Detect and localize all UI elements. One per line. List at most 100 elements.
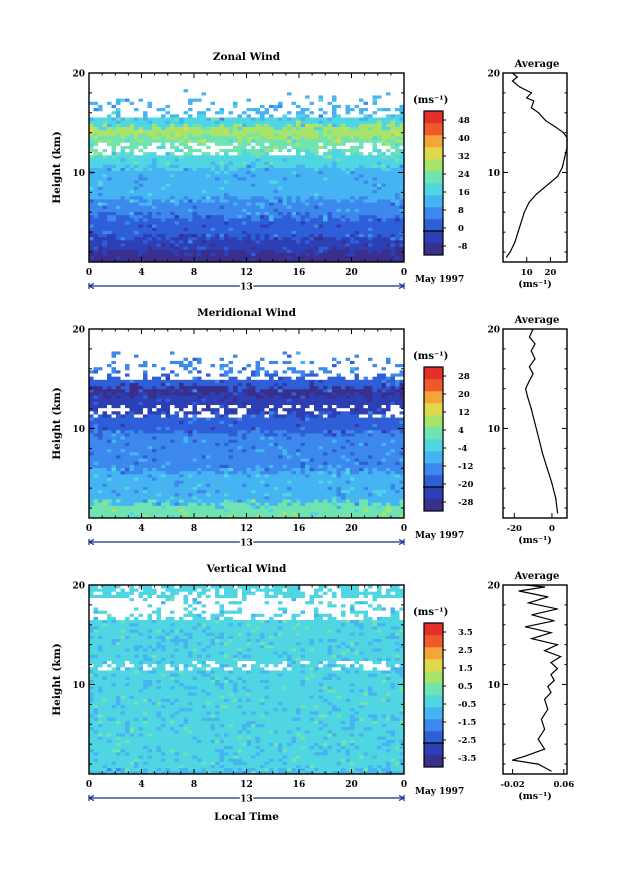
heatmap-cell [201, 151, 207, 156]
heatmap-cell [197, 205, 202, 209]
heatmap-cell [143, 221, 148, 225]
heatmap-cell [269, 180, 274, 184]
heatmap-cell [332, 489, 337, 494]
heatmap-cell [138, 95, 144, 99]
heatmap-cell [233, 508, 238, 513]
heatmap-cell [210, 211, 216, 216]
heatmap-cell [197, 79, 202, 83]
heatmap-cell [161, 73, 166, 77]
heatmap-cell [152, 499, 157, 503]
heatmap-cell [386, 91, 391, 96]
heatmap-cell [381, 230, 387, 235]
heatmap-cell [116, 239, 121, 244]
heatmap-cell [390, 142, 396, 146]
heatmap-cell [350, 76, 355, 80]
heatmap-cell [165, 189, 171, 194]
heatmap-cell [314, 230, 319, 235]
heatmap-cell [147, 145, 153, 149]
heatmap-cell [332, 258, 337, 263]
heatmap-cell [345, 246, 351, 250]
heatmap-cell [165, 173, 171, 178]
heatmap-cell [206, 249, 211, 253]
heatmap-cell [210, 145, 216, 149]
heatmap-cell [188, 239, 193, 244]
heatmap-cell [102, 208, 108, 212]
heatmap-cell [197, 136, 202, 140]
heatmap-cell [201, 173, 207, 178]
heatmap-cell [278, 176, 283, 181]
heatmap-cell [102, 123, 108, 127]
heatmap-cell [291, 195, 297, 200]
heatmap-cell [318, 224, 324, 228]
heatmap-cell [327, 85, 333, 90]
heatmap-cell [237, 129, 243, 134]
heatmap-cell [269, 502, 274, 506]
heatmap-cell [269, 91, 274, 96]
heatmap-cell [381, 249, 387, 253]
heatmap-cell [170, 176, 175, 181]
heatmap-cell [161, 123, 166, 127]
heatmap-cell [242, 221, 247, 225]
heatmap-cell [269, 73, 274, 77]
heatmap-cell [264, 224, 270, 228]
heatmap-cell [318, 161, 324, 165]
profile-point [545, 120, 547, 122]
heatmap-cell [386, 123, 391, 127]
heatmap-cell [197, 514, 202, 519]
heatmap-cell [179, 126, 184, 131]
heatmap-cell [381, 82, 387, 86]
heatmap-cell [377, 199, 382, 203]
heatmap-cell [197, 211, 202, 216]
heatmap-cell [192, 195, 198, 200]
heatmap-cell [228, 91, 234, 96]
heatmap-cell [102, 113, 108, 118]
heatmap-cell [273, 123, 279, 127]
heatmap-cell [395, 502, 400, 506]
heatmap-cell [233, 505, 238, 509]
heatmap-cell [354, 495, 360, 500]
heatmap-cell [251, 505, 256, 509]
heatmap-cell [318, 73, 324, 77]
heatmap-cell [291, 249, 297, 253]
heatmap-cell [111, 249, 117, 253]
heatmap-cell [102, 117, 108, 121]
heatmap-cell [363, 236, 369, 241]
heatmap-cell [228, 208, 234, 212]
heatmap-cell [354, 221, 360, 225]
heatmap-cell [107, 230, 112, 235]
heatmap-cell [237, 514, 243, 519]
heatmap-cell [219, 186, 225, 190]
heatmap-cell [341, 183, 346, 187]
heatmap-cell [377, 239, 382, 244]
heatmap-cell [224, 170, 229, 175]
heatmap-cell [287, 113, 292, 118]
heatmap-cell [215, 139, 220, 143]
heatmap-cell [224, 492, 229, 497]
heatmap-cell [206, 164, 211, 168]
heatmap-cell [233, 142, 238, 146]
heatmap-cell [242, 214, 247, 219]
heatmap-cell [305, 221, 310, 225]
heatmap-cell [228, 101, 234, 105]
heatmap-cell [134, 239, 139, 244]
heatmap-cell [93, 236, 99, 241]
heatmap-cell [291, 180, 297, 184]
heatmap-cell [273, 243, 279, 247]
heatmap-cell [296, 91, 301, 96]
heatmap-cell [377, 511, 382, 516]
heatmap-cell [323, 104, 328, 109]
heatmap-cell [332, 252, 337, 257]
heatmap-cell [359, 243, 364, 247]
heatmap-cell [242, 183, 247, 187]
heatmap-cell [129, 511, 135, 516]
heatmap-cell [336, 183, 342, 187]
heatmap-cell [224, 79, 229, 83]
heatmap-cell [242, 110, 247, 115]
heatmap-cell [129, 205, 135, 209]
heatmap-cell [174, 139, 180, 143]
heatmap-cell [251, 95, 256, 99]
heatmap-cell [377, 117, 382, 121]
heatmap-cell [174, 502, 180, 506]
heatmap-cell [174, 145, 180, 149]
heatmap-cell [111, 104, 117, 109]
